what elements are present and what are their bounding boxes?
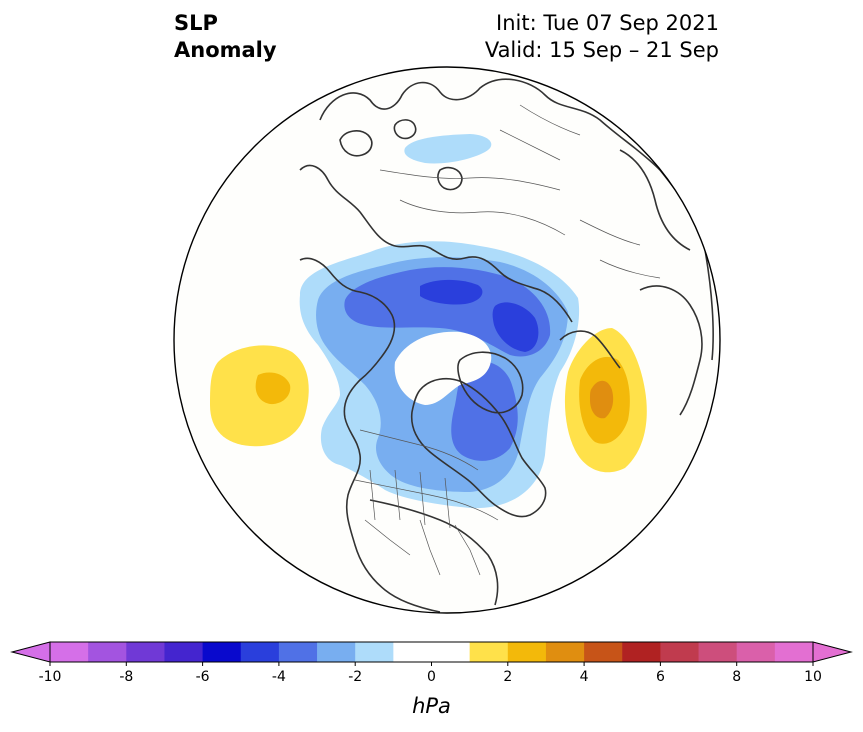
forecast-dates: Init: Tue 07 Sep 2021 Valid: 15 Sep – 21… xyxy=(485,10,719,64)
near-zero-area xyxy=(394,331,492,405)
colorbar-segment xyxy=(164,642,204,662)
colorbar-segment xyxy=(660,642,700,662)
colorbar-segment xyxy=(317,642,356,662)
anomaly-contour-plus-3-atlantic xyxy=(590,380,614,419)
colorbar-tick-label: -10 xyxy=(39,669,62,685)
colorbar-segment xyxy=(126,642,165,662)
colorbar-segment xyxy=(240,642,280,662)
colorbar-segment xyxy=(698,642,738,662)
colorbar-segment xyxy=(50,642,89,662)
colorbar-tick-label: 8 xyxy=(732,669,741,685)
anomaly-contour-minus-1-arctic xyxy=(404,134,492,164)
valid-range: Valid: 15 Sep – 21 Sep xyxy=(484,38,719,62)
colorbar-segment xyxy=(469,642,509,662)
colorbar-tick-label: -8 xyxy=(119,669,133,685)
colorbar-tick-label: 0 xyxy=(427,669,436,685)
colorbar: -10 -8 -6 -4 -2 0 2 4 6 8 10 xyxy=(10,641,853,685)
colorbar-segment xyxy=(88,642,127,662)
colorbar-tick-label: -6 xyxy=(196,669,210,685)
title-line-slp: SLP xyxy=(174,11,218,35)
colorbar-segment xyxy=(545,642,585,662)
colorbar-tick-label: 4 xyxy=(580,669,589,685)
title-line-anomaly: Anomaly xyxy=(174,38,277,62)
colorbar-segment xyxy=(202,642,242,662)
colorbar-segment xyxy=(774,642,814,662)
colorbar-extend-min xyxy=(10,641,51,663)
colorbar-tick-label: -4 xyxy=(272,669,286,685)
map-boundary xyxy=(173,66,721,614)
coastlines xyxy=(299,78,714,613)
init-date: Init: Tue 07 Sep 2021 xyxy=(496,11,719,35)
colorbar-extend-max xyxy=(812,641,853,663)
colorbar-segment xyxy=(393,642,432,662)
anomaly-contour-plus-2-pacific xyxy=(255,372,291,405)
anomaly-contour-minus-4b xyxy=(492,302,539,352)
colorbar-segment xyxy=(355,642,394,662)
colorbar-segment xyxy=(622,642,661,662)
anomaly-contour-minus-4 xyxy=(420,279,483,305)
colorbar-segment xyxy=(736,642,776,662)
colorbar-segment xyxy=(584,642,623,662)
colorbar-segment xyxy=(507,642,547,662)
polar-map xyxy=(173,66,721,614)
colorbar-segment xyxy=(431,642,471,662)
colorbar-tick-label: 6 xyxy=(656,669,665,685)
colorbar-tick-label: 10 xyxy=(804,669,822,685)
colorbar-unit-label: hPa xyxy=(412,694,451,718)
anomaly-contour-minus-3b xyxy=(451,361,518,461)
colorbar-tick-label: -2 xyxy=(348,669,362,685)
map-title: SLP Anomaly xyxy=(174,10,277,64)
colorbar-tick-label: 2 xyxy=(503,669,512,685)
colorbar-segment xyxy=(278,642,318,662)
political-borders xyxy=(354,104,661,576)
